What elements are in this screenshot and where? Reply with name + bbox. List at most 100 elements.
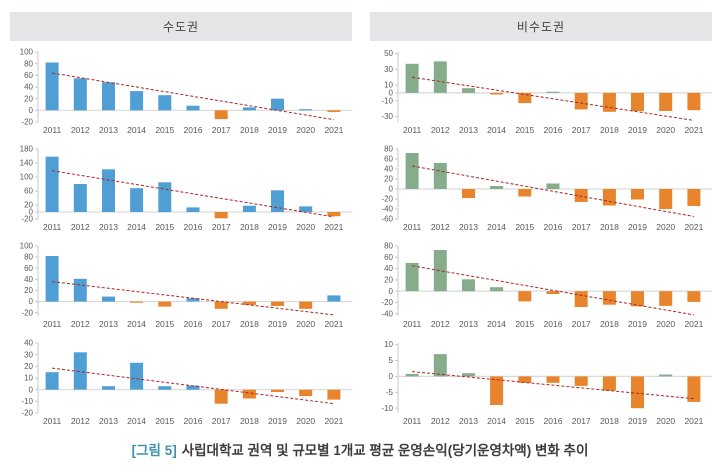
y-tick-label: -40	[381, 205, 393, 214]
bar-2012	[433, 163, 447, 189]
bar-2016	[186, 385, 200, 390]
bar-2014	[130, 362, 144, 390]
x-tick-label-2014: 2014	[487, 125, 506, 135]
x-tick-label-2014: 2014	[487, 416, 506, 426]
y-tick-label: 40	[384, 264, 393, 273]
y-tick-label: 10	[384, 340, 393, 349]
bar-2020	[659, 374, 673, 377]
bar-2020	[299, 109, 313, 111]
x-tick-label-2015: 2015	[155, 416, 174, 426]
x-tick-label-2016: 2016	[544, 125, 563, 135]
x-tick-label-2011: 2011	[43, 319, 62, 329]
x-tick-label-2013: 2013	[459, 125, 478, 135]
x-tick-label-2015: 2015	[515, 416, 534, 426]
x-tick-label-2021: 2021	[684, 416, 703, 426]
figure-5: 수도권 100 80 60 40 20 0 -20 2011 2012 2013 2014 2015 2…	[10, 12, 712, 459]
figure-caption: [그림 5] 사립대학교 권역 및 규모별 1개교 평균 운영손익(당기운영차액)…	[10, 439, 710, 459]
x-tick-label-2020: 2020	[656, 125, 675, 135]
bar-2016	[546, 183, 560, 189]
x-tick-label-2016: 2016	[544, 416, 563, 426]
x-tick-label-2018: 2018	[240, 416, 259, 426]
bar-2014	[490, 186, 504, 189]
x-tick-label-2012: 2012	[431, 416, 450, 426]
y-tick-label: 10	[384, 81, 393, 90]
bar-2017	[574, 189, 588, 202]
trend-line	[412, 165, 694, 217]
x-tick-label-2013: 2013	[99, 416, 118, 426]
bar-2012	[73, 352, 87, 390]
x-tick-label-2021: 2021	[684, 319, 703, 329]
bar-2021	[327, 212, 341, 217]
y-tick-label: -30	[381, 112, 393, 121]
x-tick-label-2020: 2020	[656, 222, 675, 232]
bar-2018	[602, 189, 616, 206]
x-tick-label-2020: 2020	[296, 416, 315, 426]
x-tick-label-2021: 2021	[324, 222, 343, 232]
y-tick-label: 140	[20, 159, 34, 168]
x-tick-label-2012: 2012	[431, 222, 450, 232]
figure-caption-tag: [그림 5]	[131, 443, 177, 458]
trend-line	[52, 281, 334, 316]
x-tick-label-2011: 2011	[43, 125, 62, 135]
x-tick-label-2012: 2012	[71, 125, 90, 135]
y-tick-label: 0	[29, 297, 34, 306]
y-tick-label: -10	[381, 404, 393, 413]
y-tick-label: 60	[24, 264, 33, 273]
x-tick-label-2014: 2014	[487, 319, 506, 329]
bar-2013	[462, 373, 475, 377]
bar-2018	[242, 107, 256, 111]
chart-svg-metro-row1: 100 80 60 40 20 0 -20 2011 2012 2013 2014 2015 2016 2…	[20, 48, 352, 135]
bar-2021	[687, 189, 701, 206]
trend-line	[412, 76, 694, 121]
y-tick-label: -20	[381, 195, 393, 204]
bar-2019	[271, 98, 284, 111]
x-tick-label-2019: 2019	[268, 319, 287, 329]
bar-2013	[102, 82, 115, 111]
y-tick-label: -20	[381, 298, 393, 307]
bar-2012	[433, 250, 447, 292]
bar-2017	[574, 376, 588, 386]
y-tick-label: 60	[24, 71, 33, 80]
trend-line	[412, 265, 694, 316]
bar-2016	[546, 291, 560, 294]
bar-2018	[602, 92, 616, 112]
x-tick-label-2016: 2016	[184, 125, 203, 135]
bar-2016	[186, 298, 200, 302]
trend-line	[412, 371, 694, 400]
x-tick-label-2015: 2015	[155, 319, 174, 329]
y-tick-label: 0	[389, 287, 394, 296]
x-tick-label-2019: 2019	[268, 416, 287, 426]
x-tick-label-2018: 2018	[600, 319, 619, 329]
x-tick-label-2021: 2021	[324, 125, 343, 135]
x-tick-label-2015: 2015	[515, 319, 534, 329]
bar-2013	[102, 169, 115, 212]
bar-2015	[518, 291, 532, 302]
bar-2019	[631, 189, 644, 200]
chart-svg-nonmetro-row1: 50 30 100-10 -30 2011 2012 2013 2014 2015 2016 201…	[381, 49, 712, 135]
y-tick-label: 40	[24, 275, 33, 284]
y-tick-label: 100	[20, 173, 34, 182]
panels-grid: 수도권 100 80 60 40 20 0 -20 2011 2012 2013 2014 2015 2…	[10, 12, 712, 427]
x-tick-label-2015: 2015	[155, 222, 174, 232]
x-tick-label-2016: 2016	[184, 222, 203, 232]
y-tick-label: 0	[389, 185, 394, 194]
y-tick-label: -60	[381, 215, 393, 224]
y-tick-label: 0	[389, 88, 394, 97]
y-tick-label: 180	[20, 145, 34, 154]
chart-metro-row3: 100 80 60 40 20 0 -20 2011 2012 2013 2014 2015 2016 2…	[10, 242, 352, 330]
bar-2015	[518, 376, 532, 383]
bar-2012	[73, 184, 87, 212]
bar-2019	[631, 291, 644, 307]
bar-2017	[214, 389, 228, 404]
y-tick-label: 80	[384, 145, 393, 154]
y-tick-label: -20	[21, 215, 33, 224]
y-tick-label: 40	[24, 83, 33, 92]
chart-metro-row4: 40 30 20 10 0 -10 -20 2011 2012 2013 2014 2015 2016 2…	[10, 339, 352, 427]
y-tick-label: 100	[20, 242, 34, 251]
bar-2015	[518, 92, 532, 104]
x-tick-label-2017: 2017	[572, 125, 591, 135]
chart-nonmetro-row4: 10 5 0 -5 -10 2011 2012 2013 2014 2015 2016 2017 201…	[370, 339, 712, 427]
x-tick-label-2017: 2017	[572, 319, 591, 329]
trend-line	[52, 367, 334, 405]
y-tick-label: 100	[20, 48, 34, 57]
